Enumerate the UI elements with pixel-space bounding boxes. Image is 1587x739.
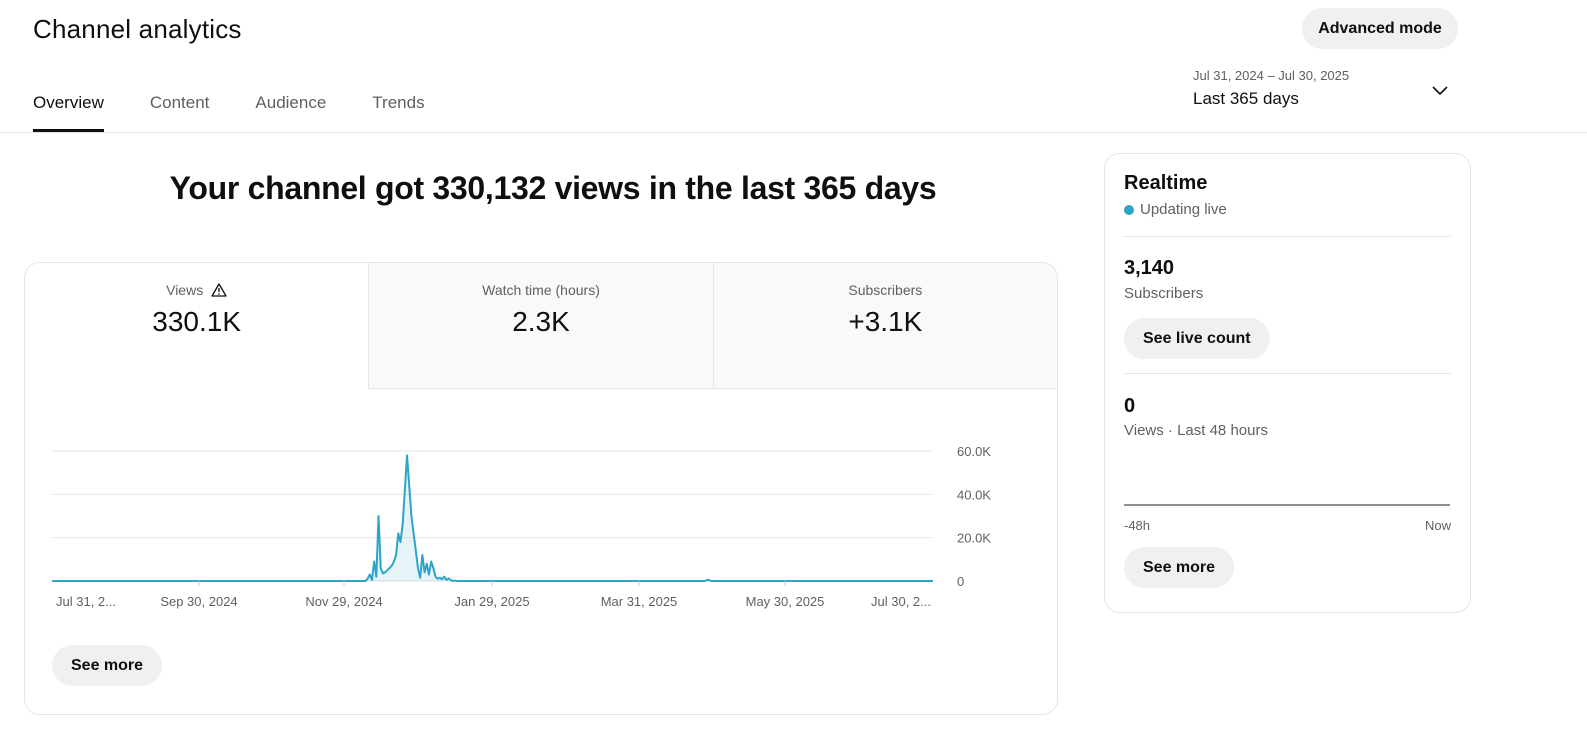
- views-chart: 60.0K 40.0K 20.0K 0 Jul 31, 2... Sep 30, 2024…: [52, 444, 991, 609]
- x-tick-label: May 30, 2025: [746, 594, 825, 609]
- realtime-see-more-button[interactable]: See more: [1124, 547, 1235, 588]
- see-more-button[interactable]: See more: [52, 645, 163, 686]
- series-line: [52, 454, 933, 582]
- metric-title: Subscribers: [848, 282, 923, 298]
- tab-trends[interactable]: Trends: [372, 93, 425, 112]
- x-tick-label: Jul 30, 2...: [871, 594, 931, 609]
- metric-value: 2.3K: [512, 306, 570, 337]
- realtime-card: Realtime Updating live 3,140 Subscribers…: [1104, 153, 1471, 613]
- x-tick-label: Sep 30, 2024: [160, 594, 237, 609]
- tab-content[interactable]: Content: [149, 93, 210, 112]
- metric-tab-watch-time[interactable]: Watch time (hours) 2.3K: [368, 263, 713, 389]
- header-divider: [0, 132, 1587, 133]
- date-range-picker[interactable]: Jul 31, 2024 – Jul 30, 2025 Last 365 day…: [1193, 66, 1458, 116]
- y-tick-label: 20.0K: [957, 531, 991, 546]
- overview-card: Views 330.1K Watch time (hours) 2.3K Sub…: [24, 262, 1058, 715]
- x-tick-label: Nov 29, 2024: [305, 594, 382, 609]
- live-dot-icon: [1124, 204, 1134, 215]
- tab-bar: Overview Content Audience Trends: [33, 82, 471, 132]
- tab-overview[interactable]: Overview: [33, 82, 104, 132]
- realtime-status-text: Updating live: [1140, 201, 1227, 218]
- realtime-status: Updating live: [1124, 201, 1227, 218]
- realtime-graph-baseline: [1124, 504, 1450, 506]
- metric-tabs: Views 330.1K Watch time (hours) 2.3K Sub…: [25, 263, 1057, 389]
- see-live-count-button[interactable]: See live count: [1124, 318, 1270, 359]
- y-tick-label: 60.0K: [957, 444, 991, 459]
- divider: [1124, 236, 1451, 237]
- x-tick-label: Mar 31, 2025: [601, 594, 678, 609]
- page-title: Channel analytics: [33, 14, 242, 44]
- metric-value: 330.1K: [152, 306, 242, 337]
- chevron-down-icon: [1432, 86, 1448, 96]
- realtime-subscribers-label: Subscribers: [1124, 285, 1204, 302]
- realtime-axis-start: -48h: [1124, 518, 1151, 533]
- x-tick-label: Jan 29, 2025: [454, 594, 529, 609]
- advanced-mode-button[interactable]: Advanced mode: [1302, 8, 1458, 49]
- warning-icon: [211, 283, 227, 297]
- metric-tab-subscribers[interactable]: Subscribers +3.1K: [712, 263, 1057, 389]
- date-range-text: Jul 31, 2024 – Jul 30, 2025: [1193, 68, 1350, 83]
- realtime-subscribers-value: 3,140: [1124, 257, 1175, 279]
- tab-audience[interactable]: Audience: [255, 93, 327, 112]
- realtime-views-value: 0: [1124, 395, 1136, 417]
- realtime-title: Realtime: [1124, 172, 1208, 194]
- metric-title: Watch time (hours): [482, 282, 600, 298]
- realtime-views-label: Views · Last 48 hours: [1124, 422, 1268, 439]
- date-range-label: Last 365 days: [1193, 89, 1299, 108]
- metric-tab-views[interactable]: Views 330.1K: [25, 263, 369, 389]
- metric-title: Views: [166, 282, 204, 298]
- series-area: [52, 455, 933, 581]
- divider: [1124, 373, 1451, 374]
- y-tick-label: 0: [957, 574, 964, 589]
- summary-headline: Your channel got 330,132 views in the la…: [169, 170, 937, 206]
- metric-value: +3.1K: [848, 306, 923, 337]
- realtime-axis-end: Now: [1424, 518, 1451, 533]
- y-tick-label: 40.0K: [957, 487, 991, 502]
- x-tick-label: Jul 31, 2...: [56, 594, 116, 609]
